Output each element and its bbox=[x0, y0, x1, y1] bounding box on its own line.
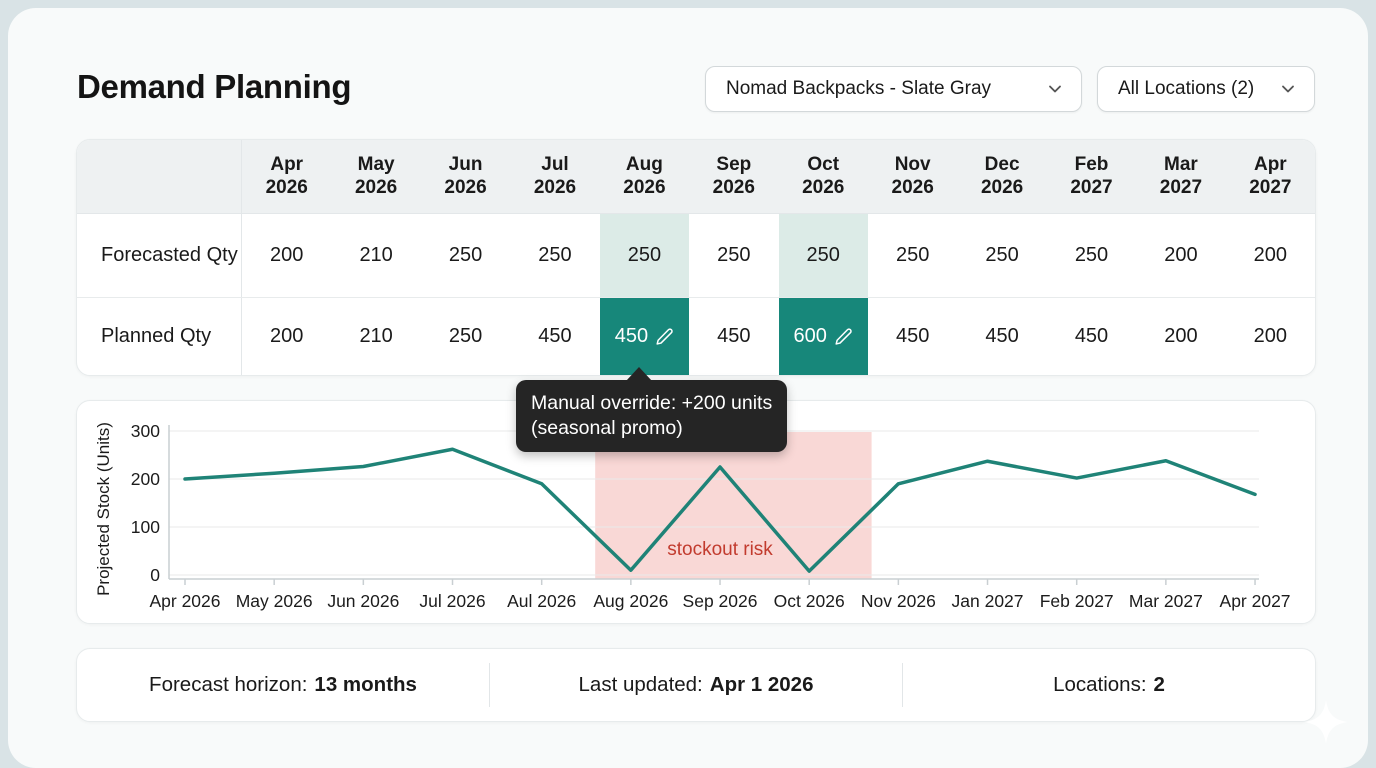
sparkle-icon bbox=[1304, 700, 1348, 744]
tooltip-line-2: (seasonal promo) bbox=[531, 417, 683, 439]
x-tick-label: Mar 2027 bbox=[1129, 591, 1203, 611]
forecast-cell: 250 bbox=[717, 244, 751, 266]
forecast-cell: 200 bbox=[1164, 244, 1198, 266]
planned-cell-edited[interactable]: 600 bbox=[778, 298, 868, 375]
x-tick-label: May 2026 bbox=[236, 591, 313, 611]
svg-text:200: 200 bbox=[131, 469, 160, 489]
divider bbox=[902, 663, 903, 707]
projected-stock-line bbox=[183, 447, 1257, 573]
x-tick-label: Jun 2026 bbox=[327, 591, 399, 611]
column-header: Sep 2026 bbox=[712, 153, 755, 198]
pencil-icon bbox=[835, 328, 852, 345]
locations-stat: Locations: 2 bbox=[1053, 673, 1165, 696]
main-card: Demand Planning Nomad Backpacks - Slate … bbox=[8, 8, 1368, 768]
forecast-cell: 200 bbox=[270, 244, 304, 266]
svg-text:100: 100 bbox=[131, 517, 160, 537]
x-tick-label: Oct 2026 bbox=[774, 591, 845, 611]
table-header-row: Apr 2026 May 2026 Jun 2026 Jul 2026 Aug 2026 … bbox=[77, 140, 1315, 214]
planned-cell[interactable]: 450 bbox=[895, 325, 930, 347]
column-header: Dec 2026 bbox=[980, 153, 1024, 198]
forecast-cell-highlighted: 250 bbox=[778, 214, 868, 297]
chevron-down-icon bbox=[1282, 85, 1294, 93]
page-title: Demand Planning bbox=[77, 68, 352, 105]
tooltip-arrow bbox=[626, 367, 652, 381]
column-header: Jul 2026 bbox=[533, 153, 577, 198]
last-updated-stat: Last updated: Apr 1 2026 bbox=[578, 673, 814, 696]
planned-cell[interactable]: 450 bbox=[538, 325, 572, 347]
x-tick-label: Jul 2026 bbox=[419, 591, 485, 611]
planned-cell[interactable]: 450 bbox=[1074, 325, 1109, 347]
row-label: Planned Qty bbox=[77, 298, 242, 375]
tooltip-line-1: Manual override: +200 units bbox=[531, 392, 773, 414]
divider bbox=[489, 663, 490, 707]
svg-text:300: 300 bbox=[131, 421, 160, 441]
stockout-risk-label: stockout risk bbox=[667, 539, 773, 560]
forecast-cell-highlighted: 250 bbox=[599, 214, 690, 297]
column-header: Nov 2026 bbox=[891, 153, 934, 198]
planned-cell-edited[interactable]: 450 bbox=[599, 298, 690, 375]
forecast-cell: 250 bbox=[895, 244, 930, 266]
product-dropdown[interactable]: Nomad Backpacks - Slate Gray bbox=[705, 66, 1082, 112]
x-tick-label: Apr 2027 bbox=[1220, 591, 1291, 611]
x-tick-label: Apr 2026 bbox=[149, 591, 220, 611]
product-dropdown-value: Nomad Backpacks - Slate Gray bbox=[726, 78, 992, 99]
manual-override-tooltip: Manual override: +200 units (seasonal pr… bbox=[516, 367, 788, 452]
column-header: Apr 2027 bbox=[1249, 153, 1292, 198]
forecast-horizon-stat: Forecast horizon: 13 months bbox=[149, 673, 417, 696]
pencil-icon bbox=[656, 328, 673, 345]
planned-cell[interactable]: 450 bbox=[985, 325, 1019, 347]
x-tick-label: Aug 2026 bbox=[593, 591, 668, 611]
chevron-down-icon bbox=[1049, 85, 1061, 93]
column-header: Feb 2027 bbox=[1070, 153, 1113, 198]
column-header: May 2026 bbox=[354, 153, 398, 198]
x-tick-label: Sep 2026 bbox=[683, 591, 758, 611]
forecast-cell: 250 bbox=[985, 244, 1019, 266]
planned-cell[interactable]: 200 bbox=[1253, 325, 1288, 347]
forecasted-qty-row: Forecasted Qty 200 210 250 250 250 250 2… bbox=[77, 214, 1315, 298]
svg-text:0: 0 bbox=[150, 565, 160, 585]
demand-table: Apr 2026 May 2026 Jun 2026 Jul 2026 Aug 2026 … bbox=[76, 139, 1316, 376]
planned-qty-row: Planned Qty 200 210 250 450 450 450 600 bbox=[77, 298, 1315, 375]
column-header: Oct 2026 bbox=[802, 153, 845, 198]
forecast-cell: 250 bbox=[1074, 244, 1109, 266]
column-header: Aug 2026 bbox=[623, 153, 666, 198]
planned-cell[interactable]: 450 bbox=[717, 325, 751, 347]
x-tick-label: Aul 2026 bbox=[507, 591, 576, 611]
planned-cell[interactable]: 250 bbox=[448, 325, 483, 347]
stock-line-chart-svg: 0 100 200 300 Apr 2026 May 2026 Jun 2026 Jul 20… bbox=[131, 421, 1291, 611]
planned-cell[interactable]: 210 bbox=[359, 325, 393, 347]
locations-dropdown[interactable]: All Locations (2) bbox=[1097, 66, 1315, 112]
forecast-cell: 250 bbox=[448, 244, 483, 266]
table-corner-cell bbox=[77, 140, 242, 213]
column-header: Jun 2026 bbox=[444, 153, 487, 198]
forecast-cell: 200 bbox=[1253, 244, 1288, 266]
planned-cell[interactable]: 200 bbox=[1164, 325, 1198, 347]
locations-dropdown-value: All Locations (2) bbox=[1118, 78, 1255, 99]
forecast-cell: 210 bbox=[359, 244, 393, 266]
forecast-summary-bar: Forecast horizon: 13 months Last updated:… bbox=[76, 648, 1316, 722]
x-tick-label: Feb 2027 bbox=[1040, 591, 1114, 611]
column-header: Apr 2026 bbox=[265, 153, 308, 198]
row-label: Forecasted Qty bbox=[77, 214, 242, 297]
x-tick-label: Nov 2026 bbox=[861, 591, 936, 611]
x-tick-label: Jan 2027 bbox=[952, 591, 1024, 611]
forecast-cell: 250 bbox=[538, 244, 572, 266]
column-header: Mar 2027 bbox=[1159, 153, 1203, 198]
planned-cell[interactable]: 200 bbox=[270, 325, 304, 347]
